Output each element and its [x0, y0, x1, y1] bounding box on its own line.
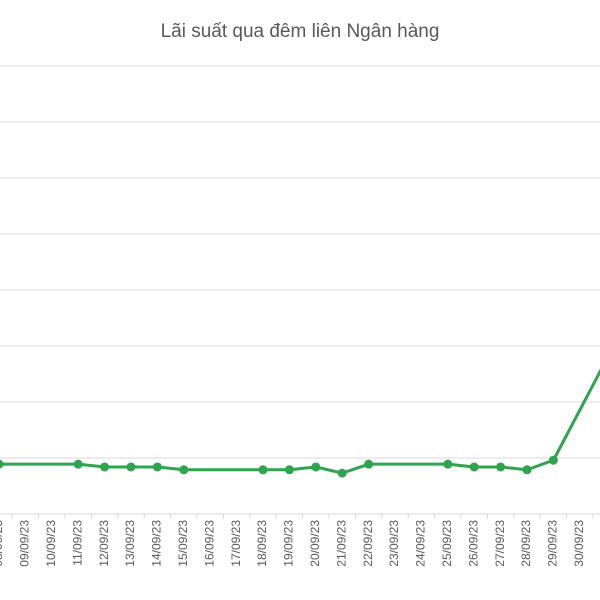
- point: [0, 459, 4, 469]
- x-tick-label: 08/09/23: [0, 520, 5, 567]
- point: [152, 462, 162, 472]
- point: [443, 459, 453, 469]
- x-tick-label: 14/09/23: [150, 520, 164, 567]
- x-tick-label: 15/09/23: [176, 520, 190, 567]
- point: [73, 459, 83, 469]
- x-tick-label: 30/09/23: [572, 520, 586, 567]
- x-tick-label: 23/09/23: [387, 520, 401, 567]
- x-tick-label: 18/09/23: [255, 520, 269, 567]
- x-tick-label: 22/09/23: [361, 520, 375, 567]
- point: [100, 462, 110, 472]
- x-tick-label: 25/09/23: [440, 520, 454, 567]
- x-tick-label: 09/09/23: [18, 520, 32, 567]
- point: [469, 462, 479, 472]
- x-tick-label: 11/09/23: [70, 520, 84, 566]
- x-tick-label: 13/09/23: [123, 520, 137, 567]
- point: [179, 465, 189, 475]
- x-tick-label: 28/09/23: [519, 520, 533, 567]
- point: [337, 468, 347, 478]
- point: [496, 462, 506, 472]
- x-tick-label: 12/09/23: [97, 520, 111, 567]
- x-tick-label: 29/09/23: [546, 520, 560, 567]
- point: [284, 465, 294, 475]
- point: [548, 455, 558, 465]
- x-tick-label: 20/09/23: [308, 520, 322, 567]
- x-tick-label: 26/09/23: [466, 520, 480, 567]
- x-tick-label: 16/09/23: [202, 520, 216, 567]
- x-tick-label: 24/09/23: [414, 520, 428, 567]
- point: [258, 465, 268, 475]
- x-tick-label: 17/09/23: [229, 520, 243, 567]
- x-tick-label: 19/09/23: [282, 520, 296, 567]
- chart-title: Lãi suất qua đêm liên Ngân hàng: [161, 21, 440, 42]
- x-tick-label: 10/09/23: [44, 520, 58, 567]
- point: [522, 465, 532, 475]
- point: [311, 462, 321, 472]
- x-tick-label: 27/09/23: [493, 520, 507, 567]
- x-tick-label: 01/10/23: [598, 520, 600, 567]
- point: [126, 462, 136, 472]
- series-line: [0, 368, 600, 475]
- x-tick-label: 21/09/23: [334, 520, 348, 567]
- point: [364, 459, 374, 469]
